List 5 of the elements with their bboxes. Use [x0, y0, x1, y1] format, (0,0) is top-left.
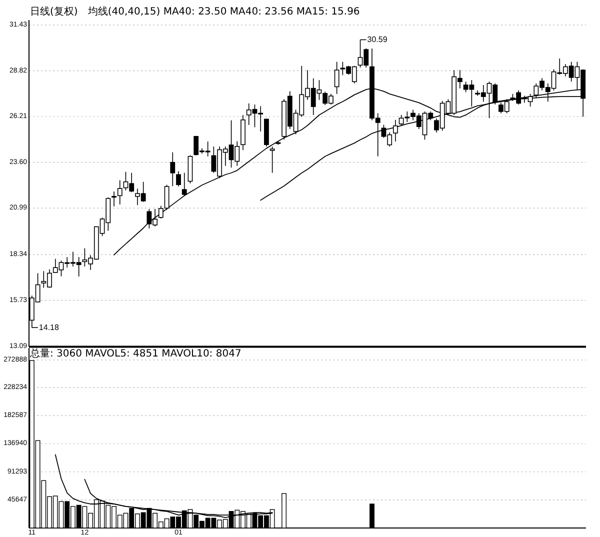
- annotation: 14.18: [38, 323, 60, 332]
- annotation: 30.59: [367, 35, 388, 44]
- chart-title: 日线(复权): [30, 6, 78, 18]
- chart-subtitle: 均线(40,40,15) MA40: 23.50 MA40: 23.56 MA15: 15.96: [86, 6, 360, 18]
- chart-title: 总量: 3060 MAVOL5: 4851 MAVOL10: 8047: [29, 348, 242, 360]
